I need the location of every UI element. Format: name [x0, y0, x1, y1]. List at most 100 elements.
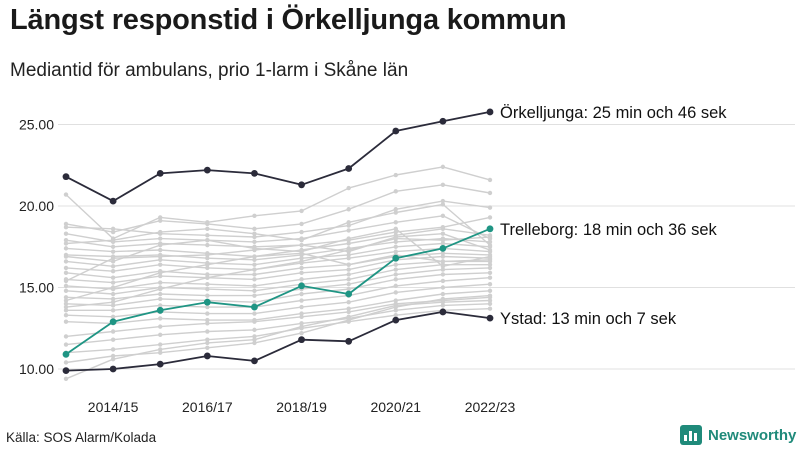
background-series-point — [393, 226, 398, 232]
background-series-point — [63, 298, 69, 303]
background-series-point — [346, 228, 351, 233]
background-series-line — [65, 228, 491, 267]
background-series-point — [440, 299, 446, 305]
background-series-point — [63, 246, 69, 251]
background-series-point — [487, 254, 493, 259]
background-series-point — [440, 303, 446, 308]
background-series-point — [158, 286, 163, 292]
background-series-point — [440, 278, 446, 284]
background-series-point — [252, 257, 257, 262]
background-series-point — [63, 241, 69, 246]
background-series-point — [158, 296, 163, 302]
background-series-line — [65, 260, 490, 290]
background-series-point — [205, 226, 210, 232]
background-series-point — [299, 291, 304, 297]
background-series-point — [252, 254, 257, 259]
series-trelleborg-point — [156, 306, 164, 314]
source-note: Källa: SOS Alarm/Kolada — [6, 430, 157, 445]
background-series-point — [440, 231, 446, 236]
series-trelleborg-point — [345, 290, 353, 298]
background-series-line — [65, 290, 491, 325]
background-series-point — [487, 177, 493, 183]
background-series-point — [393, 283, 398, 289]
background-series-line — [65, 272, 491, 307]
brand-name: Newsworthy — [708, 426, 797, 444]
background-series-point — [252, 337, 257, 342]
background-series-point — [346, 277, 351, 282]
background-series-point — [252, 299, 257, 305]
x-tick-label: 2016/17 — [182, 399, 233, 415]
background-series-point — [205, 262, 210, 267]
background-series-line — [65, 252, 491, 302]
background-series-point — [346, 252, 351, 258]
background-series-point — [299, 221, 304, 227]
background-series-line — [65, 264, 490, 295]
background-series-line — [65, 215, 491, 243]
background-series-point — [158, 280, 163, 285]
background-series-point — [205, 252, 210, 258]
background-series-point — [158, 347, 163, 352]
background-series-point — [393, 236, 398, 241]
background-series-point — [440, 291, 446, 297]
series-ystad-point — [439, 308, 447, 316]
background-series-point — [393, 229, 398, 235]
background-series-point — [205, 238, 210, 243]
background-series-point — [393, 210, 398, 215]
background-series-point — [299, 238, 304, 243]
background-series-point — [299, 298, 304, 303]
background-series-point — [346, 241, 351, 246]
series-ystad-point — [392, 316, 400, 324]
background-series-line — [65, 228, 491, 258]
series-label-trelleborg: Trelleborg: 18 min och 36 sek — [500, 221, 717, 239]
background-series-point — [440, 226, 446, 232]
background-series-point — [346, 309, 351, 315]
background-series-point — [63, 192, 69, 197]
background-series-point — [63, 301, 69, 306]
background-series-point — [393, 303, 398, 308]
x-tick-label: 2022/23 — [465, 399, 516, 415]
background-series-point — [63, 295, 69, 300]
background-series-point — [299, 304, 304, 310]
background-series-point — [205, 275, 210, 280]
background-series-point — [440, 267, 446, 272]
background-series-point — [252, 277, 257, 282]
background-series-point — [440, 254, 446, 259]
background-series-point — [205, 233, 210, 238]
background-series-point — [299, 314, 304, 320]
background-series-point — [346, 317, 351, 323]
background-series-point — [252, 340, 257, 346]
background-series-point — [346, 185, 351, 191]
background-series-point — [110, 347, 116, 352]
series-trelleborg-point — [392, 254, 400, 262]
series-ystad-point — [298, 336, 305, 344]
background-series-point — [110, 269, 116, 274]
series-ystad-point — [251, 357, 258, 365]
background-series-point — [393, 207, 398, 212]
series-trelleborg-line — [65, 227, 491, 356]
background-series-point — [487, 257, 493, 262]
background-series-line — [65, 237, 491, 261]
background-series-point — [440, 251, 446, 256]
background-series-point — [63, 270, 69, 276]
background-series-line — [65, 299, 491, 380]
background-series-point — [63, 288, 69, 293]
background-series-point — [299, 229, 304, 235]
background-series-point — [346, 236, 351, 241]
background-series-point — [110, 264, 116, 269]
background-series-point — [252, 283, 257, 289]
background-series-point — [440, 213, 446, 218]
background-series-point — [487, 215, 493, 220]
background-series-point — [158, 257, 163, 262]
background-series-point — [158, 236, 163, 241]
background-series-point — [158, 342, 163, 347]
background-series-point — [346, 220, 351, 225]
background-series-point — [346, 267, 351, 272]
background-series-point — [63, 334, 69, 339]
background-series-point — [252, 239, 257, 245]
background-series-point — [205, 286, 210, 292]
background-series-point — [205, 293, 210, 298]
background-series-point — [158, 270, 163, 276]
series-ystad-point — [156, 360, 164, 368]
background-series-point — [110, 244, 116, 249]
background-series-point — [110, 280, 116, 285]
